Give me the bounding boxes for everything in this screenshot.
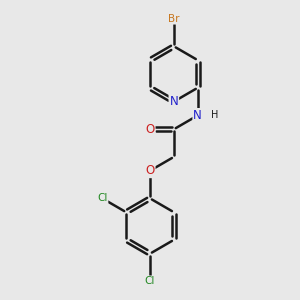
Text: O: O (146, 123, 154, 136)
Text: Cl: Cl (97, 194, 107, 203)
Text: O: O (146, 164, 154, 177)
Text: Cl: Cl (145, 276, 155, 286)
Text: Br: Br (168, 14, 180, 24)
Text: H: H (211, 110, 218, 120)
Text: N: N (193, 109, 202, 122)
Text: N: N (169, 95, 178, 108)
